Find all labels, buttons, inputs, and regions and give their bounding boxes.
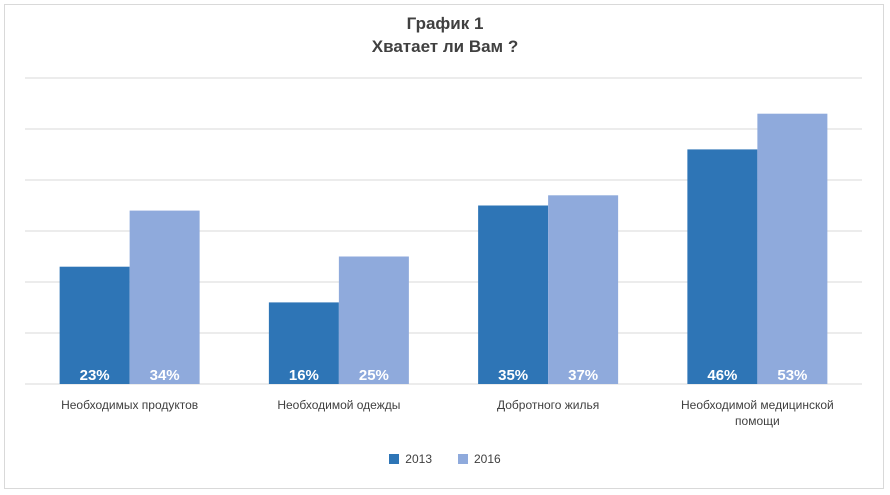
category-label-2: Необходимой одежды xyxy=(277,398,400,412)
bar-2016-2 xyxy=(338,256,409,384)
bars-group xyxy=(59,113,828,384)
legend-item-2016: 2016 xyxy=(458,452,501,466)
chart-subtitle: Хватает ли Вам ? xyxy=(371,37,519,56)
data-label-2013-4: 46% xyxy=(707,367,737,384)
bar-2013-3 xyxy=(478,205,549,384)
chart-title-block: График 1 Хватает ли Вам ? xyxy=(0,12,890,58)
legend-swatch-2013 xyxy=(389,454,400,464)
legend-label-2016: 2016 xyxy=(474,452,501,466)
data-label-2016-2: 25% xyxy=(359,367,389,384)
category-label-3: Добротного жилья xyxy=(497,398,599,412)
bar-2013-2 xyxy=(268,302,339,384)
category-label-1: Необходимых продуктов xyxy=(61,398,198,412)
chart-title: График 1 xyxy=(406,14,484,33)
legend-swatch-2016 xyxy=(458,454,468,464)
bar-2016-3 xyxy=(548,195,619,384)
data-label-2016-4: 53% xyxy=(777,367,807,384)
data-labels-group: 23% 34% 16% 25% 35% 37% 46% 53% xyxy=(80,367,808,384)
legend-item-2013: 2013 xyxy=(389,452,432,466)
category-labels-group: Необходимых продуктов Необходимой одежды Д… xyxy=(61,398,834,428)
category-label-4: помощи xyxy=(735,414,780,428)
bar-2016-4 xyxy=(757,113,828,384)
data-label-2016-1: 34% xyxy=(150,367,180,384)
data-label-2013-1: 23% xyxy=(80,367,110,384)
bar-2013-4 xyxy=(687,149,758,384)
data-label-2013-3: 35% xyxy=(498,367,528,384)
category-label-4: Необходимой медицинской xyxy=(681,398,834,412)
legend: 2013 2016 xyxy=(0,452,890,466)
data-label-2016-3: 37% xyxy=(568,367,598,384)
bar-2013-1 xyxy=(59,266,130,384)
data-label-2013-2: 16% xyxy=(289,367,319,384)
legend-label-2013: 2013 xyxy=(405,452,432,466)
bar-2016-1 xyxy=(129,210,200,384)
